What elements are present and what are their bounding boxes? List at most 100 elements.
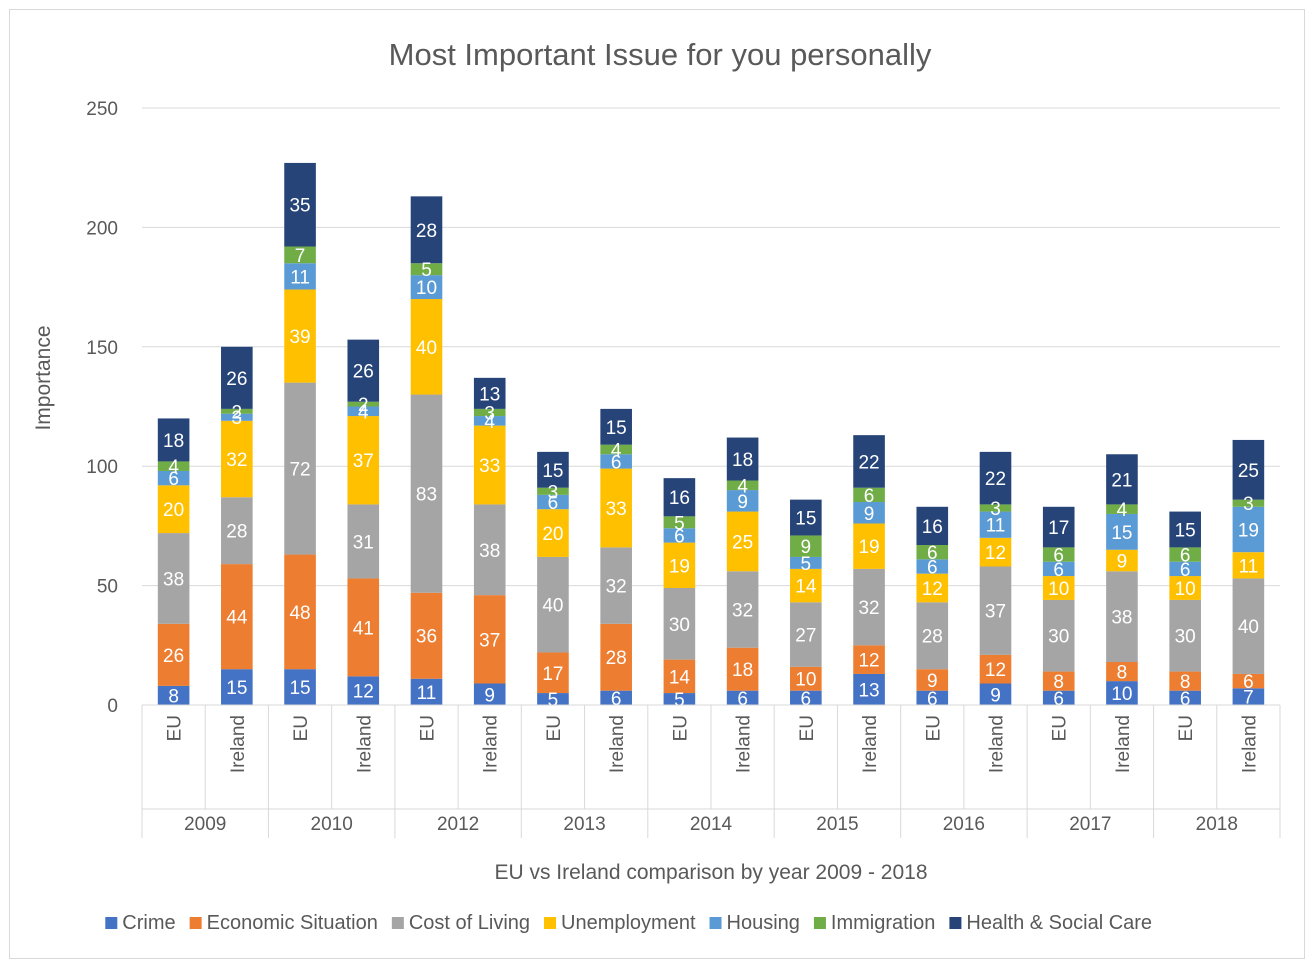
bar-segment (537, 487, 569, 495)
bar-segment (979, 683, 1012, 705)
bar-segment (1169, 547, 1201, 562)
bar-segment (157, 418, 190, 462)
data-label: 6 (927, 543, 938, 564)
x-subcategory-label: Ireland (987, 715, 1008, 773)
bar-segment (410, 275, 443, 300)
data-label: 25 (732, 532, 753, 553)
data-label: 6 (1053, 689, 1064, 710)
bar-segment (663, 542, 696, 588)
bar-segment (790, 535, 822, 557)
data-label: 2 (358, 395, 369, 416)
data-label: 22 (985, 469, 1006, 490)
data-label: 48 (289, 603, 310, 624)
bar-segment (726, 480, 759, 491)
bar-segment (1169, 576, 1201, 600)
data-label: 4 (358, 402, 369, 423)
y-tick-label: 0 (107, 696, 118, 717)
data-label: 8 (1053, 672, 1064, 693)
data-label: 9 (927, 671, 938, 692)
x-subcategory-label: EU (1176, 715, 1197, 741)
data-label: 19 (858, 537, 879, 558)
data-label: 4 (484, 412, 495, 433)
bar-segment (853, 502, 885, 524)
bar-segment (347, 504, 380, 579)
bar-segment (979, 654, 1012, 684)
data-label: 13 (479, 384, 500, 405)
bar-segment (347, 416, 380, 505)
bar-segment (600, 690, 632, 705)
legend-label: Immigration (831, 912, 935, 934)
bar-segment (979, 504, 1012, 512)
bar-segment (221, 408, 253, 414)
bar-segment (726, 690, 759, 705)
data-label: 6 (737, 689, 748, 710)
data-label: 18 (732, 450, 753, 471)
data-label: 8 (1117, 663, 1128, 684)
legend-label: Cost of Living (409, 912, 530, 934)
x-subcategory-label: EU (165, 715, 186, 741)
data-label: 22 (858, 452, 879, 473)
bar-segment (157, 533, 190, 624)
bar-segment (473, 416, 506, 426)
bar-segment (1106, 681, 1138, 705)
x-subcategory-label: EU (418, 715, 439, 741)
y-tick-label: 100 (86, 457, 118, 478)
data-label: 83 (416, 485, 437, 506)
bar-segment (157, 461, 190, 471)
data-label: 72 (289, 460, 310, 481)
legend-swatch (709, 917, 722, 929)
data-label: 6 (1180, 560, 1191, 581)
data-label: 6 (927, 557, 938, 578)
legend-label: Crime (122, 912, 175, 934)
bar-segment (1232, 688, 1265, 705)
bar-segment (221, 669, 253, 705)
data-label: 16 (922, 517, 943, 538)
legend-label: Housing (727, 912, 800, 934)
bar-segment (410, 394, 443, 593)
data-label: 26 (353, 362, 374, 383)
bar-segment (1106, 454, 1138, 505)
bar-segment (1106, 662, 1138, 682)
x-group-label: 2014 (690, 814, 733, 835)
bar-segment (600, 408, 632, 445)
data-label: 15 (289, 678, 310, 699)
legend-swatch (544, 917, 557, 929)
data-label: 11 (1239, 556, 1259, 577)
data-label: 28 (922, 627, 943, 648)
bar-segment (916, 669, 949, 691)
data-label: 15 (1111, 523, 1132, 544)
bar-segment (221, 564, 253, 670)
data-label: 10 (1175, 579, 1196, 600)
bar-segment (347, 578, 380, 677)
data-labels: 8263820641815442832322615487239117351241… (163, 196, 1259, 711)
x-subcategory-label: Ireland (860, 715, 881, 773)
data-label: 3 (548, 482, 559, 503)
bar-segment (1232, 552, 1265, 579)
data-label: 38 (163, 569, 184, 590)
bar-segment (473, 504, 506, 596)
bar-segment (410, 678, 443, 705)
bar-segment (979, 537, 1012, 567)
x-group-label: 2017 (1069, 814, 1111, 835)
bar-segment (726, 647, 759, 691)
data-label: 16 (669, 488, 690, 509)
data-label: 12 (985, 660, 1006, 681)
chart-frame: Most Important Issue for you personally … (9, 9, 1305, 959)
bar-segment (347, 339, 380, 402)
data-label: 7 (295, 246, 306, 267)
data-label: 11 (290, 267, 310, 288)
data-label: 26 (226, 369, 247, 390)
legend-swatch (949, 917, 962, 929)
data-label: 32 (226, 450, 247, 471)
axes: 0 50 100 150 200 250 EU Ireland EU Ireland EU Irela… (86, 99, 1281, 838)
legend: Crime Economic Situation Cost of Living Une… (105, 912, 1152, 934)
data-label: 9 (1117, 552, 1128, 573)
bar-segment (663, 478, 696, 517)
x-group-label: 2015 (816, 814, 858, 835)
bar-segment (1042, 506, 1075, 548)
bar-segment (410, 263, 443, 276)
bar-segment (537, 652, 569, 694)
data-label: 9 (864, 504, 875, 525)
x-group-label: 2018 (1196, 814, 1238, 835)
bar-segment (600, 468, 632, 548)
